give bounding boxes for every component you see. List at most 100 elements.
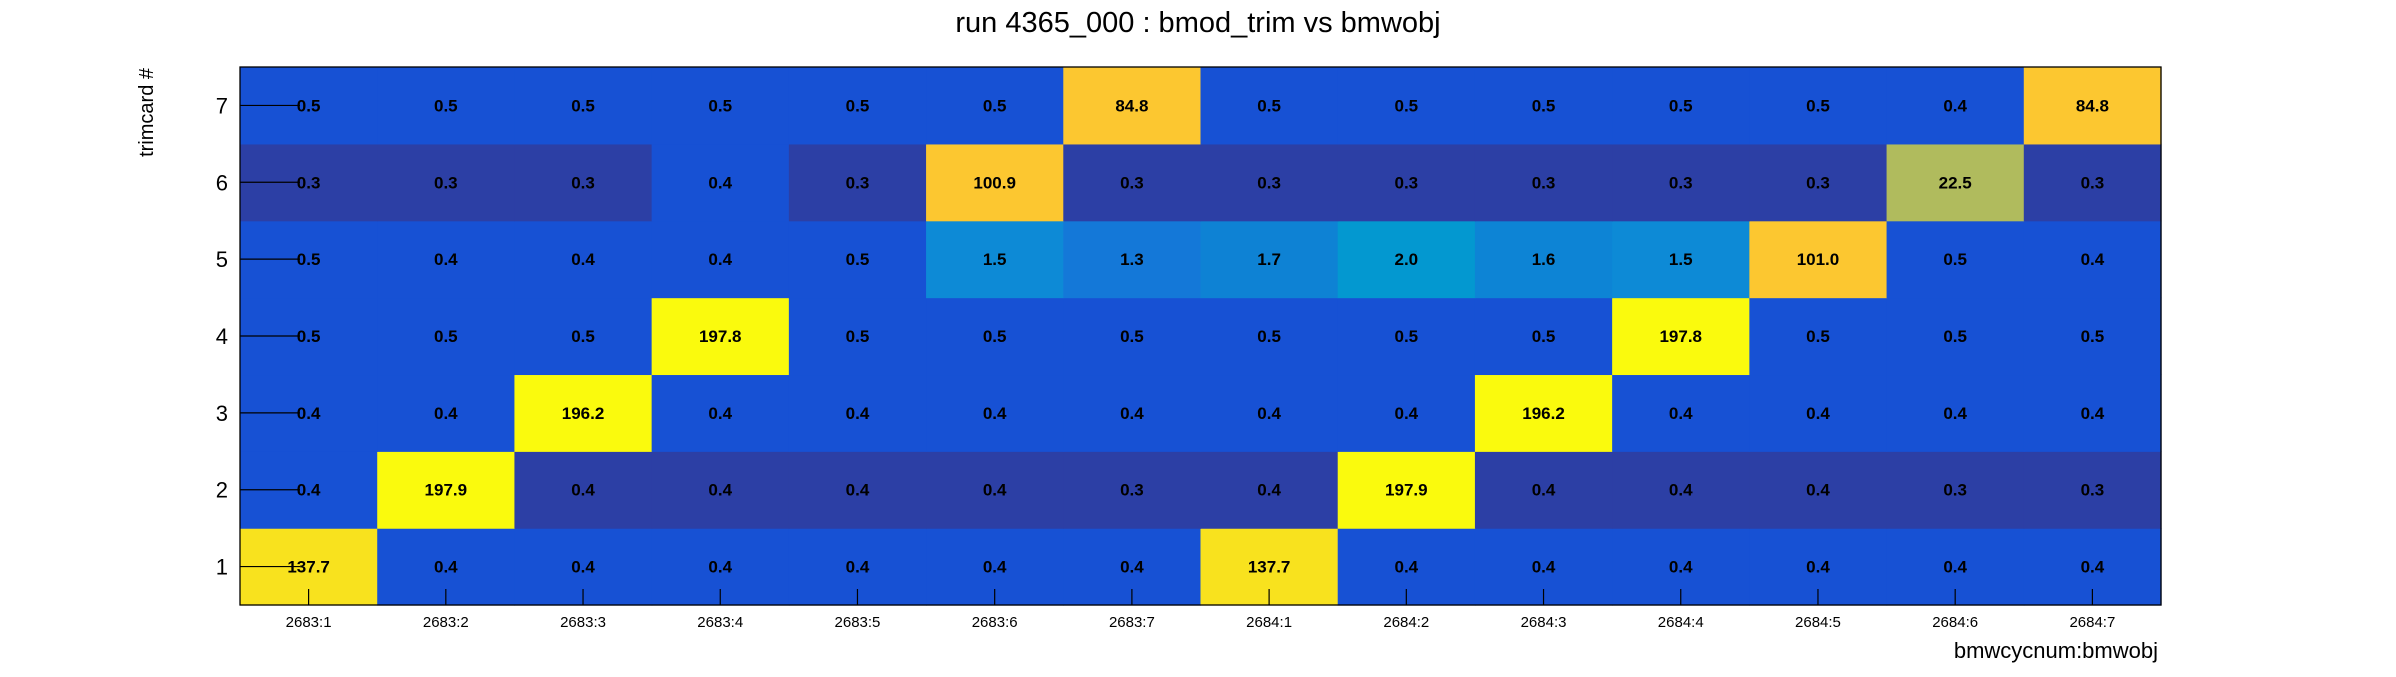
heatmap-cell bbox=[1474, 220, 1613, 299]
cell-value-label: 0.4 bbox=[2081, 558, 2105, 577]
y-tick-label: 5 bbox=[216, 247, 228, 272]
heatmap-cell bbox=[1886, 451, 2025, 529]
heatmap-cell bbox=[1749, 297, 1888, 376]
cell-value-label: 0.4 bbox=[983, 481, 1007, 500]
heatmap-cell bbox=[1063, 297, 1202, 376]
y-tick-label: 2 bbox=[216, 478, 228, 503]
heatmap-cell bbox=[926, 220, 1064, 299]
cell-value-label: 0.5 bbox=[2081, 327, 2105, 346]
heatmap-cell bbox=[1200, 374, 1339, 452]
heatmap-cell bbox=[1063, 220, 1202, 299]
x-tick-label: 2683:3 bbox=[560, 614, 606, 631]
heatmap-cell bbox=[377, 374, 516, 452]
heatmap-cell bbox=[1749, 374, 1888, 452]
cell-value-label: 0.3 bbox=[1806, 173, 1830, 192]
cell-value-label: 0.4 bbox=[708, 173, 732, 192]
y-axis-ticks: 1 2 3 4 5 6 7 bbox=[216, 93, 300, 580]
heatmap-cell bbox=[788, 220, 927, 299]
cell-value-label: 0.4 bbox=[434, 558, 458, 577]
cell-value-label: 0.5 bbox=[1669, 96, 1693, 115]
x-tick-label: 2684:7 bbox=[2069, 614, 2115, 631]
heatmap-cell bbox=[1337, 220, 1476, 299]
cell-value-label: 0.5 bbox=[434, 96, 458, 115]
heatmap-cell bbox=[1612, 374, 1750, 452]
cell-value-label: 0.4 bbox=[846, 481, 870, 500]
cell-value-label: 0.5 bbox=[1120, 327, 1144, 346]
heatmap-cell bbox=[788, 67, 927, 145]
cell-value-label: 0.3 bbox=[2081, 173, 2105, 192]
cell-value-label: 1.6 bbox=[1532, 250, 1556, 269]
cell-value-label: 1.3 bbox=[1120, 250, 1144, 269]
cell-value-label: 0.5 bbox=[1806, 327, 1830, 346]
x-tick-label: 2684:6 bbox=[1932, 614, 1978, 631]
cell-value-label: 0.4 bbox=[434, 404, 458, 423]
cell-value-label: 0.3 bbox=[846, 173, 870, 192]
cell-value-label: 0.4 bbox=[983, 404, 1007, 423]
y-tick-label: 7 bbox=[216, 93, 228, 118]
heatmap-cell bbox=[2023, 220, 2162, 299]
cell-value-label: 0.5 bbox=[846, 250, 870, 269]
cell-value-label: 0.5 bbox=[983, 327, 1007, 346]
heatmap-cell bbox=[926, 67, 1064, 145]
cell-value-label: 0.4 bbox=[2081, 250, 2105, 269]
heatmap-cell bbox=[1063, 67, 1202, 145]
heatmap-cell bbox=[1612, 451, 1750, 529]
cell-value-label: 0.3 bbox=[1669, 173, 1693, 192]
cell-value-label: 0.4 bbox=[571, 250, 595, 269]
x-tick-label: 2683:6 bbox=[972, 614, 1018, 631]
chart-title: run 4365_000 : bmod_trim vs bmwobj bbox=[955, 7, 1440, 39]
cell-value-label: 0.4 bbox=[1943, 96, 1967, 115]
cell-value-label: 0.4 bbox=[1532, 558, 1556, 577]
y-tick-label: 3 bbox=[216, 401, 228, 426]
cell-value-label: 84.8 bbox=[2076, 96, 2109, 115]
cell-value-label: 0.4 bbox=[983, 558, 1007, 577]
x-tick-label: 2683:7 bbox=[1109, 614, 1155, 631]
heatmap-cell bbox=[1474, 143, 1613, 222]
heatmap-cell bbox=[1200, 297, 1339, 376]
cell-value-label: 100.9 bbox=[973, 173, 1016, 192]
cell-value-label: 0.5 bbox=[571, 327, 595, 346]
x-tick-label: 2683:4 bbox=[697, 614, 743, 631]
cell-value-label: 0.4 bbox=[1395, 404, 1419, 423]
heatmap-cell bbox=[377, 451, 516, 529]
heatmap-cell bbox=[651, 67, 790, 145]
cell-value-label: 0.4 bbox=[846, 404, 870, 423]
heatmap-cell bbox=[651, 143, 790, 222]
cell-value-label: 0.4 bbox=[1669, 558, 1693, 577]
y-tick-label: 6 bbox=[216, 170, 228, 195]
cell-value-label: 0.3 bbox=[434, 173, 458, 192]
cell-value-label: 0.4 bbox=[1257, 481, 1281, 500]
cell-value-label: 0.4 bbox=[708, 558, 732, 577]
cell-value-label: 2.0 bbox=[1395, 250, 1419, 269]
x-axis-ticks: 2683:1 2683:2 2683:3 2683:4 2683:5 2683:6 2683… bbox=[286, 589, 2115, 631]
x-tick-label: 2683:2 bbox=[423, 614, 469, 631]
heatmap-cell bbox=[1886, 220, 2025, 299]
heatmap-cell bbox=[514, 374, 653, 452]
heatmap-cell bbox=[1337, 67, 1476, 145]
heatmap-cell bbox=[788, 451, 927, 529]
heatmap-cell bbox=[1200, 143, 1339, 222]
heatmap-cell bbox=[1474, 67, 1613, 145]
cell-value-label: 0.4 bbox=[708, 250, 732, 269]
cell-value-label: 84.8 bbox=[1115, 96, 1148, 115]
x-tick-label: 2684:5 bbox=[1795, 614, 1841, 631]
cell-value-label: 0.5 bbox=[846, 96, 870, 115]
cell-value-label: 0.4 bbox=[1120, 558, 1144, 577]
cell-value-label: 0.3 bbox=[297, 173, 321, 192]
cell-value-label: 0.4 bbox=[1120, 404, 1144, 423]
cell-value-label: 0.4 bbox=[1943, 404, 1967, 423]
heatmap-cell bbox=[377, 143, 516, 222]
heatmap-cell bbox=[1063, 143, 1202, 222]
x-axis-label: bmwcycnum:bmwobj bbox=[1954, 638, 2158, 663]
heatmap-cell bbox=[1612, 143, 1750, 222]
cell-value-label: 0.5 bbox=[1532, 96, 1556, 115]
heatmap-cell bbox=[1886, 143, 2025, 222]
cell-value-label: 0.4 bbox=[571, 558, 595, 577]
cell-value-label: 0.4 bbox=[434, 250, 458, 269]
cell-value-label: 0.3 bbox=[1257, 173, 1281, 192]
heatmap-cell bbox=[1749, 67, 1888, 145]
heatmap-cell bbox=[1474, 451, 1613, 529]
heatmap-cell bbox=[1474, 297, 1613, 376]
